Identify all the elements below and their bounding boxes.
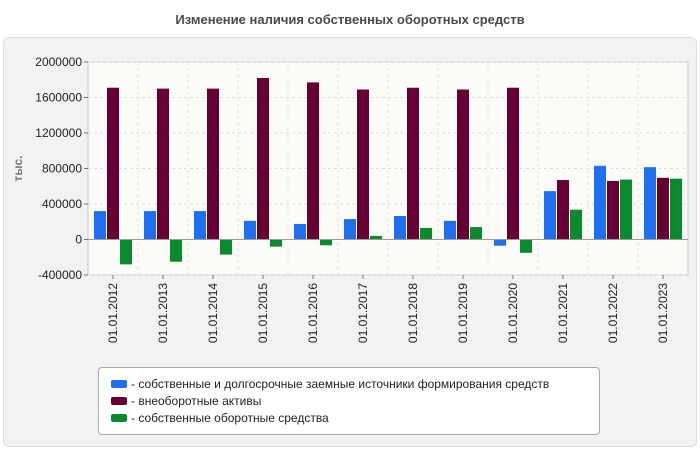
bar-sources <box>344 219 356 240</box>
bar-sources <box>494 239 506 246</box>
bar-noncurrent-assets <box>607 180 619 240</box>
bar-working-capital <box>220 239 232 255</box>
y-tick-label: 2000000 <box>35 55 82 69</box>
chart-legend: - собственные и долгосрочные заемные ист… <box>98 367 600 435</box>
bar-working-capital <box>170 239 182 262</box>
bar-sources <box>144 211 156 240</box>
bar-noncurrent-assets <box>357 89 369 240</box>
y-tick-label: 0 <box>75 233 82 247</box>
y-axis-label: тыс. <box>11 155 25 181</box>
legend-item-working-capital: - собственные оборотные средства <box>111 410 329 426</box>
x-tick-label: 01.01.2013 <box>156 283 170 343</box>
y-tick-label: 400000 <box>42 197 82 211</box>
x-tick-label: 01.01.2017 <box>356 283 370 343</box>
bar-working-capital <box>520 239 532 253</box>
legend-swatch-working-capital <box>111 414 127 422</box>
y-tick-label: 1600000 <box>35 91 82 105</box>
x-tick-label: 01.01.2015 <box>256 283 270 343</box>
bar-noncurrent-assets <box>257 77 269 240</box>
y-tick-label: 1200000 <box>35 126 82 140</box>
bar-noncurrent-assets <box>507 87 519 240</box>
bar-working-capital <box>370 235 382 240</box>
bar-working-capital <box>120 239 132 265</box>
bar-sources <box>444 220 456 240</box>
bar-sources <box>594 165 606 240</box>
legend-label-working-capital: - собственные оборотные средства <box>131 411 329 425</box>
legend-item-noncurrent: - внеоборотные активы <box>111 393 261 409</box>
x-tick-label: 01.01.2014 <box>206 283 220 343</box>
legend-swatch-sources <box>111 380 127 388</box>
bar-sources <box>644 167 656 240</box>
legend-item-sources: - собственные и долгосрочные заемные ист… <box>111 376 549 392</box>
bar-sources <box>294 223 306 240</box>
bar-noncurrent-assets <box>307 82 319 240</box>
x-tick-label: 01.01.2022 <box>606 283 620 343</box>
bar-noncurrent-assets <box>657 177 669 240</box>
bar-working-capital <box>470 227 482 240</box>
bar-noncurrent-assets <box>557 180 569 240</box>
bar-working-capital <box>670 178 682 240</box>
bar-working-capital <box>270 239 282 247</box>
bar-noncurrent-assets <box>457 89 469 240</box>
bar-sources <box>94 211 106 240</box>
y-tick-label: -400000 <box>38 268 82 282</box>
x-tick-label: 01.01.2016 <box>306 283 320 343</box>
bar-noncurrent-assets <box>407 87 419 240</box>
x-tick-label: 01.01.2018 <box>406 283 420 343</box>
legend-label-noncurrent: - внеоборотные активы <box>131 394 262 408</box>
legend-swatch-noncurrent <box>111 397 127 405</box>
legend-label-sources: - собственные и долгосрочные заемные ист… <box>131 377 550 391</box>
bar-sources <box>544 191 556 240</box>
y-tick-label: 800000 <box>42 162 82 176</box>
bar-working-capital <box>320 239 332 246</box>
bar-sources <box>244 220 256 240</box>
chart-title: Изменение наличия собственных оборотных … <box>175 12 525 27</box>
bar-working-capital <box>570 209 582 240</box>
bar-working-capital <box>620 179 632 240</box>
bar-sources <box>394 215 406 240</box>
bar-noncurrent-assets <box>207 88 219 240</box>
bar-noncurrent-assets <box>157 88 169 240</box>
x-tick-label: 01.01.2023 <box>656 283 670 343</box>
x-tick-label: 01.01.2021 <box>556 283 570 343</box>
x-tick-label: 01.01.2020 <box>506 283 520 343</box>
bar-sources <box>194 211 206 240</box>
x-tick-label: 01.01.2019 <box>456 283 470 343</box>
bar-noncurrent-assets <box>107 87 119 240</box>
x-tick-label: 01.01.2012 <box>106 283 120 343</box>
bar-working-capital <box>420 227 432 240</box>
